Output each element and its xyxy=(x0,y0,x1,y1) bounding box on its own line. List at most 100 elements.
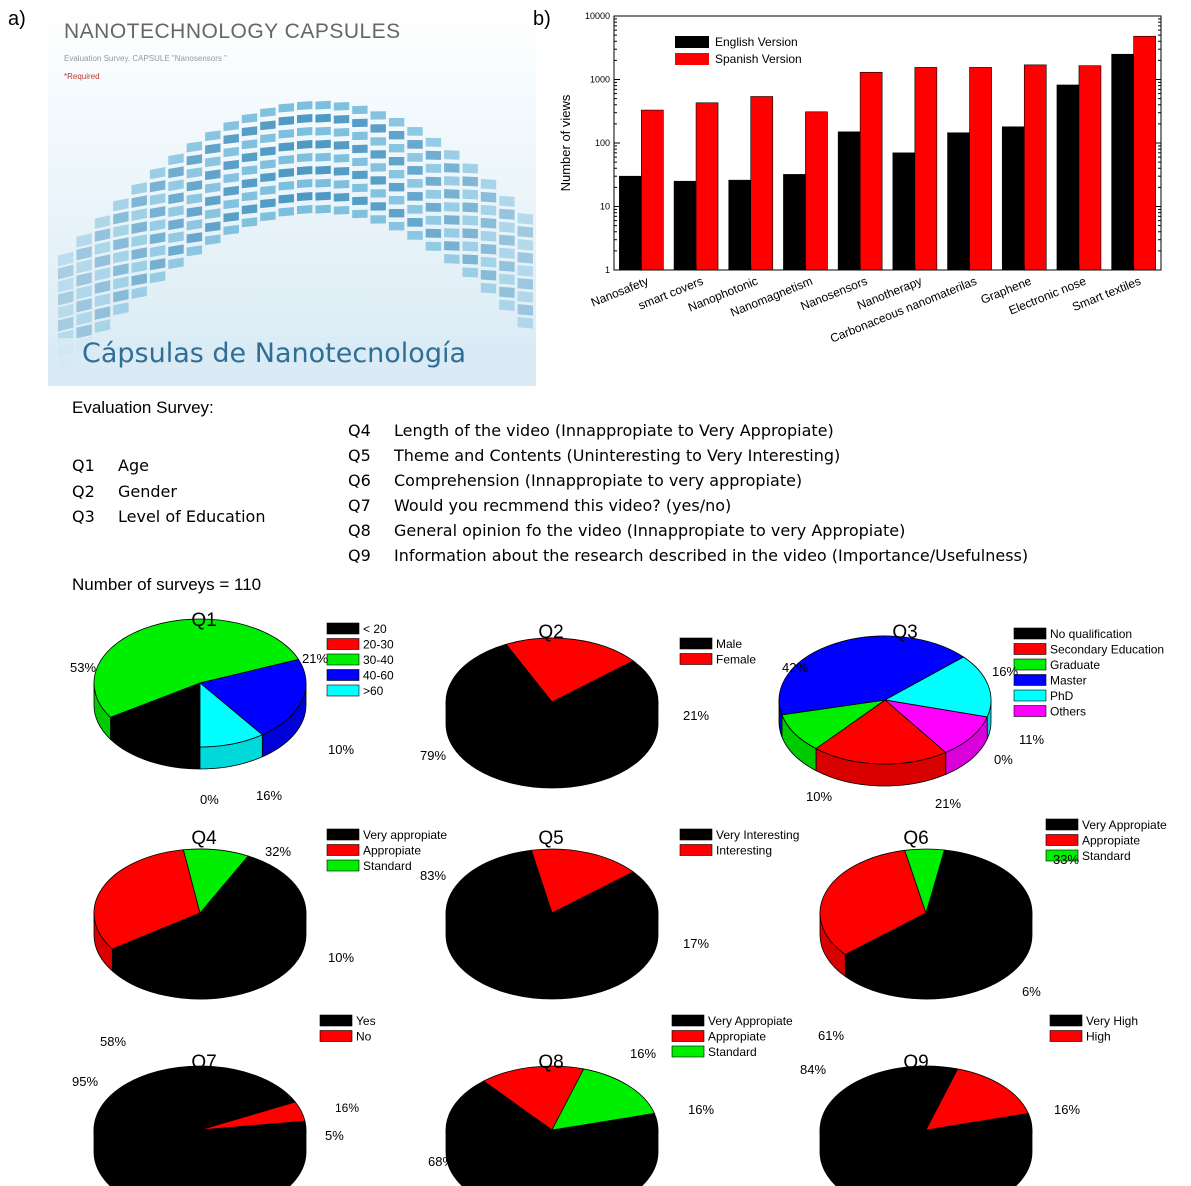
pie-percent-label: 6% xyxy=(1022,984,1041,999)
legend-label: Spanish Version xyxy=(715,52,802,66)
pie-slice xyxy=(111,855,307,978)
wave-tile xyxy=(260,185,276,196)
wave-tile xyxy=(370,137,386,146)
pie-legend-swatch xyxy=(679,844,713,856)
wave-tile xyxy=(149,219,166,232)
wave-tile xyxy=(58,251,74,267)
wave-tile xyxy=(352,105,368,115)
pie-slice xyxy=(93,849,201,950)
question-text: Level of Education xyxy=(118,507,266,526)
wave-tile xyxy=(168,257,184,270)
pie-legend-swatch xyxy=(326,638,360,650)
pie-chart-q5: Q5 Very Interesting Interesting 83% 17% xyxy=(420,828,799,1000)
wave-tile xyxy=(462,228,478,239)
pie-percent-label: 0% xyxy=(994,752,1013,767)
pie-legend-swatch xyxy=(1013,674,1047,686)
pie-legend-label: Appropiate xyxy=(363,844,421,858)
wave-tile xyxy=(131,221,147,234)
pie-legend-swatch xyxy=(671,1030,705,1042)
pie-percent-label: 16% xyxy=(992,664,1018,679)
wave-tile xyxy=(168,153,184,166)
wave-tile xyxy=(168,231,184,244)
pie-slice xyxy=(815,699,947,765)
pie-percent-label: 16% xyxy=(1054,1102,1080,1117)
wave-tile xyxy=(186,245,203,257)
pie-chart-q9: Q9 Very High High 84% 16% xyxy=(800,1014,1138,1186)
wave-tile xyxy=(131,260,147,273)
wave-tile xyxy=(94,228,111,242)
pie-percent-label: 11% xyxy=(1019,732,1044,747)
wave-tile xyxy=(113,250,129,264)
wave-tile xyxy=(370,111,386,120)
pie-legend-label: Master xyxy=(1050,674,1087,688)
wave-tile xyxy=(113,224,129,238)
wave-tile xyxy=(168,166,184,179)
wave-tile xyxy=(480,269,497,281)
y-tick-label: 10000 xyxy=(585,11,610,21)
wave-tile xyxy=(241,165,258,176)
bar-spanish xyxy=(641,109,664,271)
pie-legend-swatch xyxy=(1013,705,1047,717)
pie-title: Q7 xyxy=(191,1052,216,1073)
pie-slice xyxy=(819,849,927,955)
question-text: Age xyxy=(118,456,149,475)
wave-tile xyxy=(149,245,166,258)
wave-tile xyxy=(94,280,111,294)
wave-tile xyxy=(425,176,442,186)
pie-title: Q6 xyxy=(903,828,928,849)
pie-legend-label: 30-40 xyxy=(363,653,394,667)
wave-tile xyxy=(113,263,129,277)
survey-heading: Evaluation Survey: xyxy=(72,398,214,417)
wave-tile xyxy=(462,241,478,252)
pie-slice xyxy=(445,643,659,767)
wave-tile xyxy=(388,208,405,218)
wave-tile xyxy=(168,244,184,257)
wave-tile xyxy=(333,140,350,150)
question-text: Theme and Contents (Uninteresting to Ver… xyxy=(394,446,841,465)
wave-tile xyxy=(113,211,129,225)
bar-spanish xyxy=(859,71,883,271)
panel-a-label: a) xyxy=(8,8,26,30)
pie-percent-label: 5% xyxy=(325,1128,344,1143)
pie-title: Q8 xyxy=(538,1052,563,1073)
wave-tile xyxy=(241,204,258,215)
wave-tile xyxy=(352,209,368,219)
wave-tile xyxy=(223,159,239,171)
pie-legend-label: Male xyxy=(716,637,742,651)
wave-tile xyxy=(370,163,386,172)
question-q7: Q7 Would you recmmend this video? (yes/no… xyxy=(348,496,731,515)
pie-legend-label: Standard xyxy=(363,859,412,873)
wave-tile xyxy=(480,243,497,255)
wave-tile xyxy=(131,247,147,260)
wave-tile xyxy=(186,141,203,153)
wave-tile xyxy=(149,206,166,219)
pie-legend-swatch xyxy=(1045,849,1079,862)
wave-tile xyxy=(186,180,203,192)
pie-percent-label: 16% xyxy=(256,788,282,803)
wave-tile xyxy=(499,221,515,233)
wave-tile xyxy=(241,113,258,124)
wave-tile xyxy=(480,217,497,229)
wave-tile xyxy=(94,319,111,333)
wave-tile xyxy=(113,198,129,212)
wave-tile xyxy=(297,140,313,150)
wave-tile xyxy=(278,181,295,191)
pie-percent-label: 21% xyxy=(683,708,709,723)
wave-tile xyxy=(388,117,405,127)
wave-tile xyxy=(315,204,331,214)
pie-legend-label: No qualification xyxy=(1050,627,1132,641)
wave-tile xyxy=(425,163,442,173)
wave-tile xyxy=(517,265,534,277)
wave-tile xyxy=(517,239,534,251)
pie-legend-label: < 20 xyxy=(363,622,387,636)
pie-percent-label: 79% xyxy=(420,748,446,763)
wave-tile xyxy=(499,273,515,285)
wave-tile xyxy=(315,126,331,136)
pie-legend-swatch xyxy=(326,653,360,666)
wave-tile xyxy=(260,107,276,118)
wave-tile xyxy=(517,304,534,316)
pie-legend-label: Standard xyxy=(1082,849,1131,863)
pie-percent-label: 17% xyxy=(683,936,709,951)
